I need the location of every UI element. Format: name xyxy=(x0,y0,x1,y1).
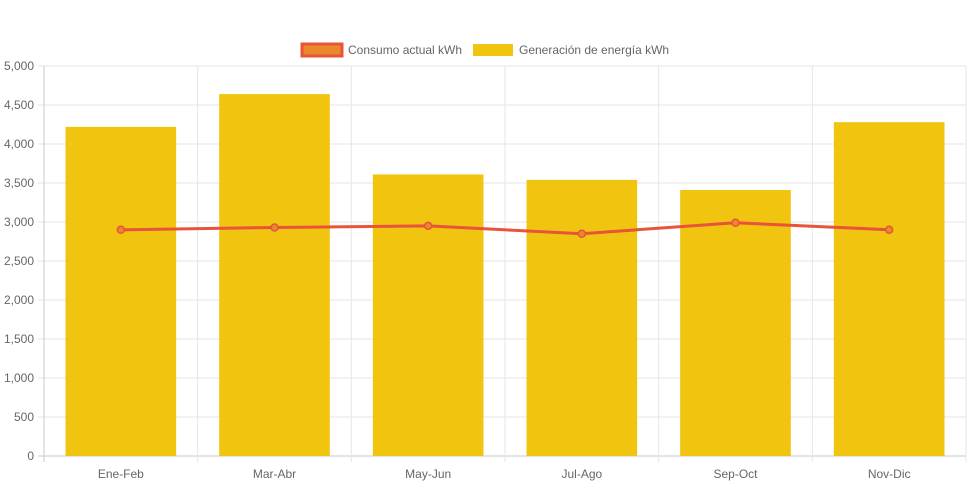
bars xyxy=(65,94,945,457)
consumption-line xyxy=(116,218,894,238)
y-tick-label: 500 xyxy=(14,410,34,424)
y-tick-label: 5,000 xyxy=(4,59,34,73)
consumption-point[interactable] xyxy=(577,229,587,238)
legend[interactable]: Consumo actual kWh Generación de energía… xyxy=(300,42,669,58)
x-tick-label: Ene-Feb xyxy=(98,467,144,481)
axes: 0 500 1,000 1,500 2,000 2,500 3,000 3,500 4,000 4… xyxy=(4,59,911,481)
x-tick-label: May-Jun xyxy=(405,467,451,481)
y-tick-label: 3,000 xyxy=(4,215,34,229)
x-tick-label: Nov-Dic xyxy=(868,467,911,481)
bar-generation[interactable] xyxy=(65,126,177,456)
x-tick-label: Sep-Oct xyxy=(713,467,758,481)
y-tick-label: 1,000 xyxy=(4,371,34,385)
consumption-point[interactable] xyxy=(884,225,894,235)
grid xyxy=(38,65,967,462)
consumption-point[interactable] xyxy=(731,218,740,228)
consumption-point[interactable] xyxy=(270,223,279,232)
y-tick-label: 4,500 xyxy=(4,98,34,112)
consumption-line-path xyxy=(120,221,890,236)
y-tick-label: 3,500 xyxy=(4,176,34,190)
legend-label-generation: Generación de energía kWh xyxy=(519,43,669,57)
y-tick-label: 2,000 xyxy=(4,293,34,307)
bar-generation[interactable] xyxy=(680,190,791,456)
bar-generation[interactable] xyxy=(219,94,330,456)
legend-item-generation[interactable]: Generación de energía kWh xyxy=(473,43,669,57)
y-tick-label: 0 xyxy=(27,449,34,463)
legend-swatch-generation xyxy=(473,44,513,56)
y-tick-label: 2,500 xyxy=(4,254,34,268)
y-tick-label: 4,000 xyxy=(4,137,34,151)
legend-label-consumption: Consumo actual kWh xyxy=(348,43,462,57)
x-tick-label: Jul-Ago xyxy=(561,467,602,481)
x-tick-label: Mar-Abr xyxy=(253,467,296,481)
bar-generation[interactable] xyxy=(372,174,484,457)
consumption-point[interactable] xyxy=(423,221,433,231)
legend-swatch-consumption xyxy=(300,42,344,58)
bar-generation[interactable] xyxy=(526,179,638,456)
consumption-point[interactable] xyxy=(116,225,126,235)
bar-generation[interactable] xyxy=(833,122,945,456)
y-tick-label: 1,500 xyxy=(4,332,34,346)
legend-item-consumption[interactable]: Consumo actual kWh xyxy=(300,42,462,58)
